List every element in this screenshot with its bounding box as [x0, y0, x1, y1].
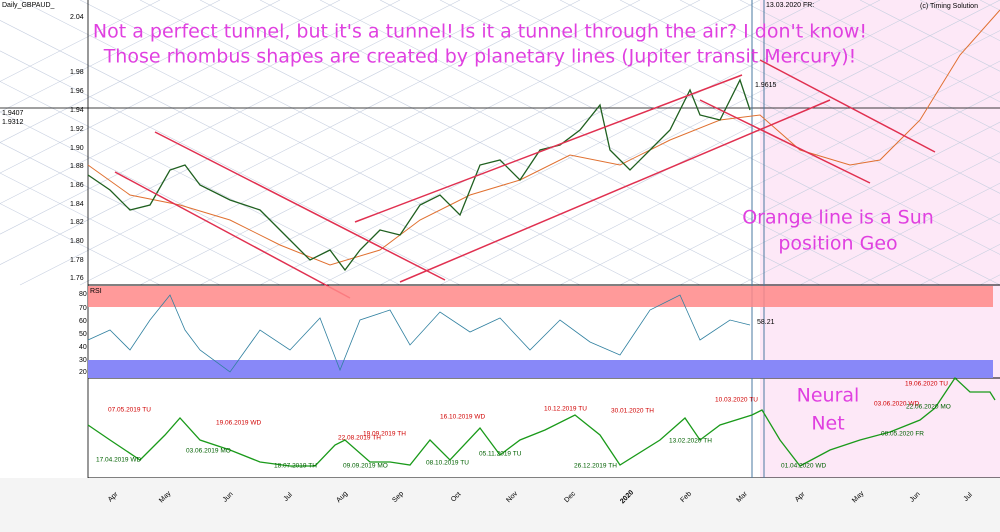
grid-line: [679, 121, 1000, 286]
grid-line: [739, 0, 1000, 133]
grid-line: [0, 0, 401, 204]
price-tick: 1.76: [70, 275, 84, 282]
grid-line: [859, 213, 1000, 286]
grid-line: [0, 0, 341, 174]
grid-line: [139, 0, 701, 286]
rsi-tick: 60: [79, 318, 87, 325]
grid-line: [799, 0, 1000, 103]
event-label: 17.04.2019 WD: [96, 457, 141, 464]
copyright: (c) Timing Solution: [920, 3, 978, 10]
grid-line: [319, 0, 881, 286]
event-label: 08.05.2020 FR: [881, 431, 924, 438]
event-label: 13.02.2020 TH: [669, 438, 712, 445]
grid-line: [0, 203, 161, 286]
event-label: 10.03.2020 TU: [715, 397, 758, 404]
price-tick: 1.92: [70, 126, 84, 133]
grid-line: [439, 0, 1000, 286]
grid-line: [0, 142, 281, 286]
time-tick: Jul: [963, 491, 975, 503]
grid-line: [619, 91, 1000, 286]
event-label: 10.12.2019 TU: [544, 406, 587, 413]
grid-line: [19, 0, 581, 286]
price-tick: 2.04: [70, 14, 84, 21]
event-label: 22.06.2020 MO: [906, 404, 951, 411]
window-title: Daily_GBPAUD_: [2, 2, 54, 9]
price-tick: 1.84: [70, 201, 84, 208]
price-marker: 1.9615: [755, 82, 777, 89]
grid-line: [859, 0, 1000, 72]
grid-line: [559, 60, 1000, 286]
grid-line: [379, 0, 941, 286]
price: [87, 78, 751, 272]
rsi-value: 58.21: [757, 319, 775, 326]
rsi-tick: 30: [79, 357, 87, 364]
last-price: 1.9312: [2, 119, 24, 126]
rsi-tick: 50: [79, 331, 87, 338]
grid-line: [0, 0, 521, 265]
future-zone: [760, 0, 1000, 478]
sun-note: Orange line is a Sun: [742, 207, 934, 229]
sun-line: [87, 9, 1000, 266]
event-label: 18.07.2019 TH: [274, 463, 317, 470]
grid-line: [0, 0, 161, 82]
event-label: 19.06.2020 TU: [905, 381, 948, 388]
headline: Not a perfect tunnel, but it's a tunnel!…: [93, 21, 867, 43]
price-tick: 1.86: [70, 182, 84, 189]
price-tick: 1.80: [70, 238, 84, 245]
event-label: 26.12.2019 TH: [574, 463, 617, 470]
price-tick: 1.96: [70, 88, 84, 95]
grid-line: [799, 182, 1000, 286]
neural-note: Neural: [797, 385, 860, 407]
event-label: 19.09.2019 TH: [363, 431, 406, 438]
rsi-tick: 70: [79, 305, 87, 312]
price-tick: 1.94: [70, 107, 84, 114]
rsi-tick: 40: [79, 344, 87, 351]
price-tick: 1.88: [70, 163, 84, 170]
price-tick: 1.90: [70, 145, 84, 152]
event-label: 07.05.2019 TU: [108, 407, 151, 414]
event-label: 22.08.2019 TH: [338, 435, 381, 442]
event-label: 08.10.2019 TU: [426, 460, 469, 467]
grid-line: [739, 152, 1000, 286]
grid-line: [79, 0, 641, 286]
event-label: 09.09.2019 MO: [343, 463, 388, 470]
rsi-tick: 80: [79, 291, 87, 298]
cursor-date: 13.03.2020 FR:: [766, 2, 814, 9]
time-tick: Jul: [283, 491, 295, 503]
grid-line: [259, 0, 821, 286]
grid-line: [0, 0, 461, 235]
neural-note: Net: [811, 413, 844, 435]
price-tick: 1.98: [70, 69, 84, 76]
event-label: 03.06.2020 WD: [874, 401, 919, 408]
grid-line: [0, 0, 221, 113]
price-tick: 1.82: [70, 219, 84, 226]
grid-line: [0, 172, 221, 286]
event-label: 16.10.2019 WD: [440, 414, 485, 421]
event-label: 01.04.2020 WD: [781, 463, 826, 470]
headline: Those rhombus shapes are created by plan…: [103, 46, 857, 68]
event-label: 03.06.2019 MO: [186, 448, 231, 455]
rsi-tick: 20: [79, 369, 87, 376]
grid-line: [0, 0, 281, 143]
price-tick: 1.78: [70, 257, 84, 264]
event-label: 30.01.2020 TH: [611, 408, 654, 415]
last-price: 1.9407: [2, 110, 24, 117]
event-label: 05.11.2019 TU: [479, 451, 522, 458]
rsi-label: RSI: [90, 288, 102, 295]
event-label: 19.06.2019 WD: [216, 420, 261, 427]
rhombus-grid: [0, 0, 1000, 286]
sun-note: position Geo: [778, 233, 897, 255]
grid-line: [199, 0, 761, 286]
